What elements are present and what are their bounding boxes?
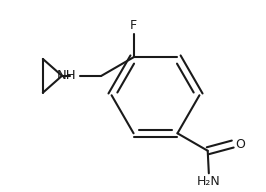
Text: NH: NH <box>57 69 77 82</box>
Text: F: F <box>130 19 137 32</box>
Text: O: O <box>235 137 245 151</box>
Text: H₂N: H₂N <box>197 175 221 188</box>
